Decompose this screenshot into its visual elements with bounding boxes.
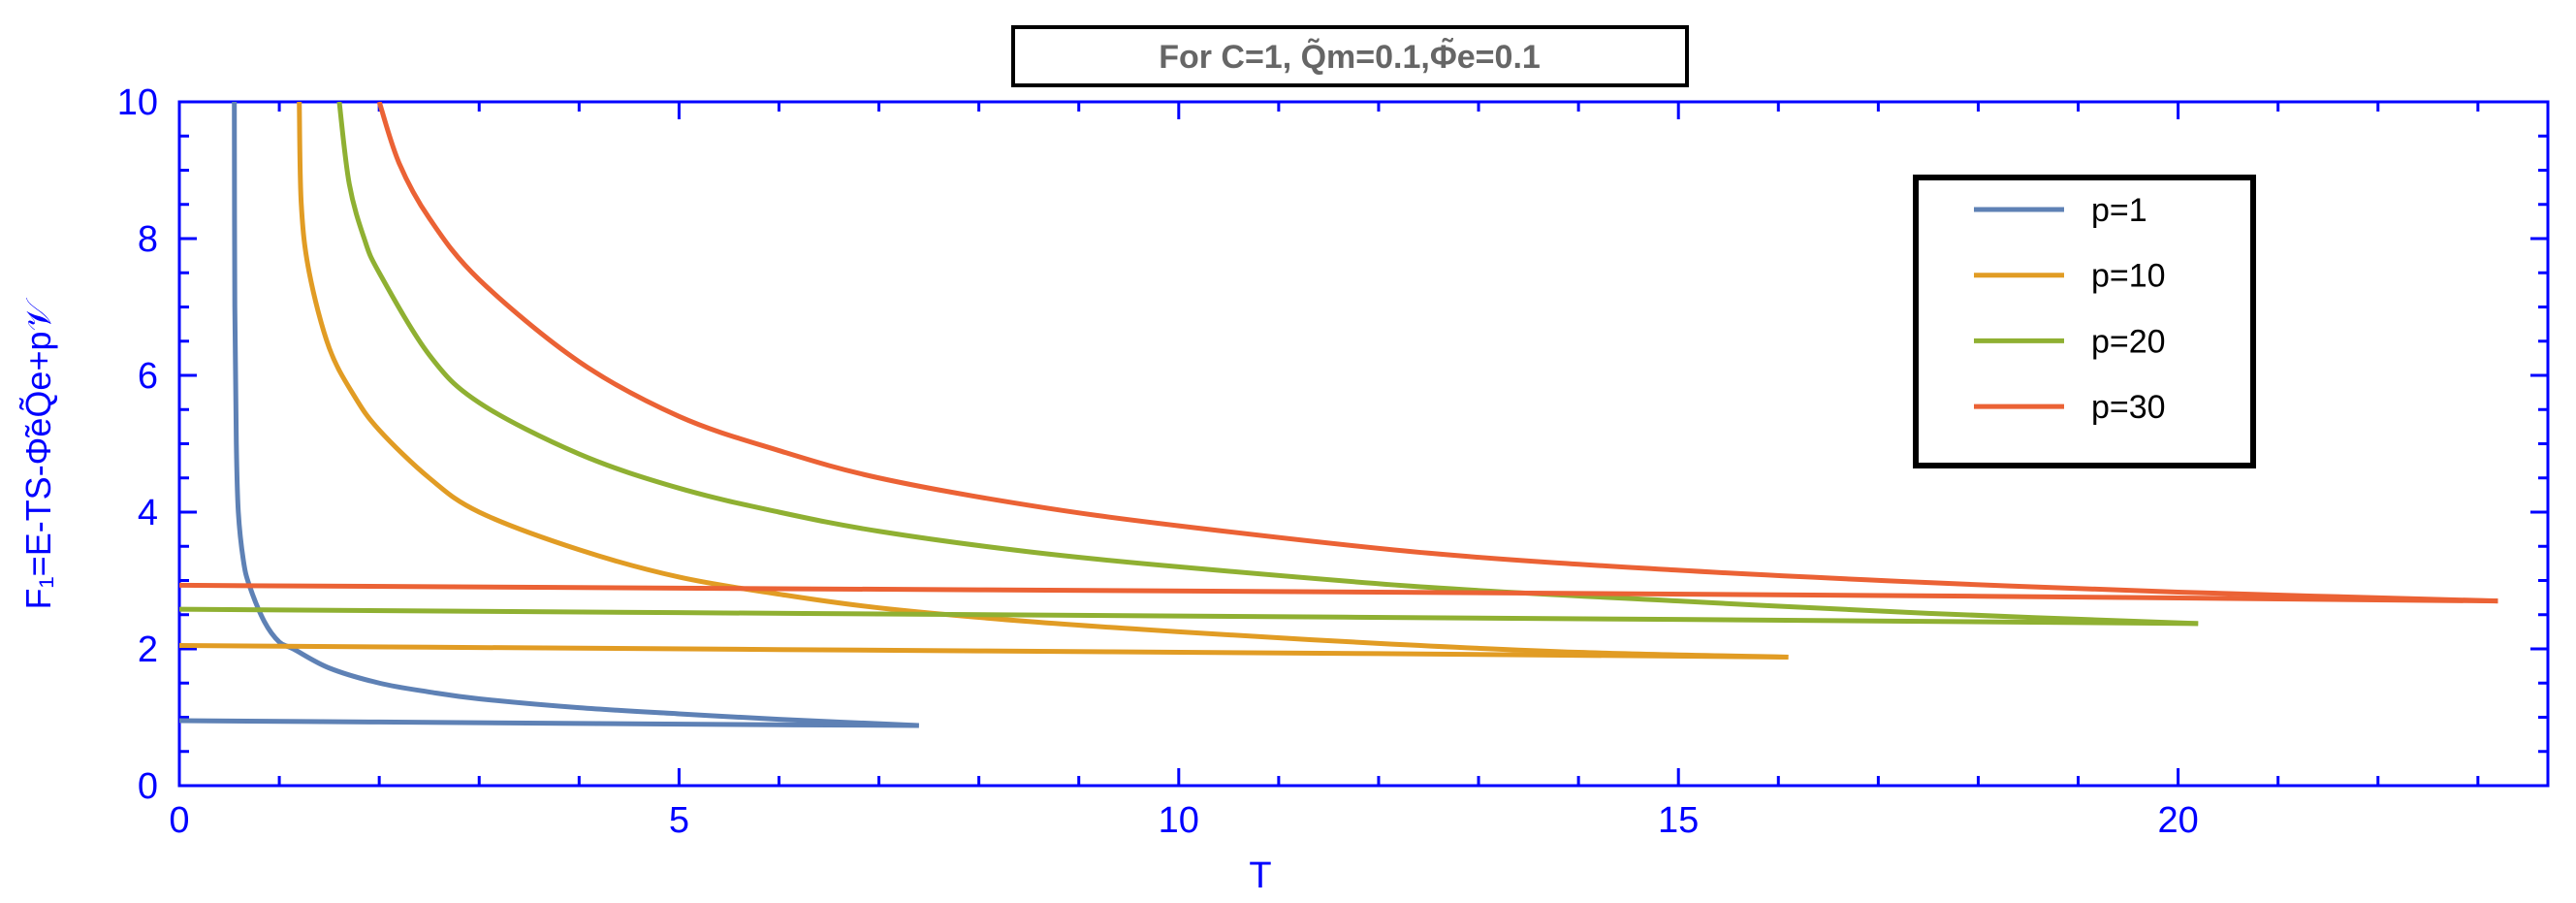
legend-label: p=1	[2091, 192, 2147, 229]
series-p=20	[179, 102, 2199, 627]
legend-label: p=30	[2091, 389, 2166, 426]
x-tick-label: 0	[169, 800, 189, 841]
curves	[179, 102, 2498, 728]
x-tick-label: 5	[669, 800, 689, 841]
series-p=1	[179, 102, 919, 728]
legend: p=1 p=10 p=20 p=30	[1913, 175, 2256, 468]
series-upper-branch	[336, 102, 2199, 627]
y-tick-label: 10	[117, 82, 158, 123]
series-lower-branch	[179, 606, 2199, 627]
y-tick-label: 4	[138, 493, 158, 533]
title-box: For C=1, Q̃m=0.1,Φ̃e=0.1	[1011, 25, 1689, 87]
axis-ticks: 0 5 10 15 20 0 2 4 6 8 10	[117, 82, 2548, 841]
y-tick-label: 6	[138, 356, 158, 397]
series-lower-branch	[179, 582, 2498, 604]
x-tick-label: 20	[2157, 800, 2198, 841]
series-upper-branch	[297, 102, 1789, 660]
series-p=10	[179, 102, 1789, 660]
x-tick-label: 10	[1159, 800, 1199, 841]
y-tick-label: 8	[138, 219, 158, 260]
legend-label: p=10	[2091, 258, 2166, 295]
x-axis-label: T	[1249, 855, 1271, 896]
series-lower-branch	[179, 718, 919, 728]
series-p=30	[179, 102, 2498, 604]
series-upper-branch	[376, 102, 2498, 604]
y-tick-label: 0	[138, 766, 158, 807]
x-tick-label: 15	[1658, 800, 1699, 841]
legend-label: p=20	[2091, 323, 2166, 360]
series-lower-branch	[179, 642, 1789, 660]
y-axis-label: F₁=E-TS-Φ̃eQ̃e+p𝒱	[18, 298, 58, 610]
series-upper-branch	[232, 102, 919, 728]
chart-title: For C=1, Q̃m=0.1,Φ̃e=0.1	[1159, 38, 1541, 76]
y-tick-label: 2	[138, 629, 158, 670]
